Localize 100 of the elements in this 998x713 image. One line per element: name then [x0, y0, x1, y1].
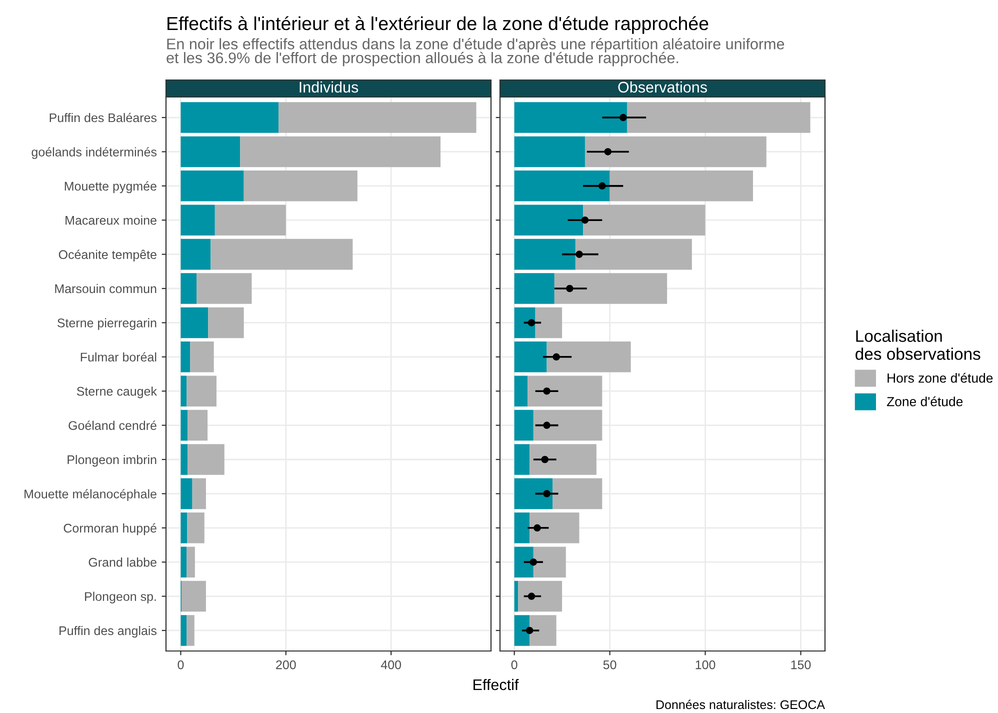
y-tick-label: Plongeon sp.	[85, 592, 156, 604]
y-tick-label: goélands indéterminés	[32, 147, 157, 159]
y-tick-label: Mouette pygmée	[64, 181, 156, 194]
y-tick-label: Fulmar boréal	[80, 352, 156, 362]
bar	[514, 204, 584, 236]
point	[604, 148, 612, 156]
x-tick-label: 0	[178, 660, 184, 670]
bar	[180, 342, 190, 372]
legend-label: Zone d'étude	[886, 396, 963, 406]
bar	[180, 204, 215, 236]
bar	[180, 478, 192, 510]
point	[543, 422, 550, 429]
bar	[514, 342, 547, 372]
bar	[514, 546, 534, 578]
bar	[180, 615, 187, 646]
point	[598, 182, 606, 190]
bar	[514, 102, 627, 133]
bar	[182, 580, 206, 612]
point	[543, 387, 550, 395]
bar	[546, 342, 631, 372]
y-tick-label: Puffin des anglais	[60, 626, 157, 638]
bar	[180, 546, 187, 578]
point	[534, 524, 541, 532]
chart-title: Observations	[618, 81, 707, 93]
point	[528, 592, 536, 600]
bar	[180, 307, 208, 338]
x-tick-label: 150	[791, 660, 811, 670]
bar	[180, 410, 188, 441]
bar	[180, 238, 211, 270]
bar	[514, 410, 534, 441]
x-tick-label: 200	[276, 660, 296, 670]
point	[552, 353, 560, 361]
bar	[187, 512, 204, 544]
bar	[180, 444, 188, 475]
bar	[530, 615, 556, 646]
bar	[180, 512, 188, 544]
point	[541, 456, 549, 464]
bar	[518, 580, 562, 612]
point	[576, 250, 583, 258]
text: Individus	[300, 81, 358, 93]
bar	[214, 204, 286, 236]
bar	[514, 478, 553, 510]
bar	[210, 238, 353, 270]
bar	[583, 204, 706, 236]
bar	[190, 342, 214, 372]
bar	[186, 546, 195, 578]
y-tick-label: Mouette mélanocéphale	[24, 489, 156, 501]
bar	[514, 136, 585, 168]
y-tick-label: Sterne caugek	[76, 386, 157, 398]
chart-title: Effectifs à l'intérieur et à l'extérieur de la zone d'étude rapprochée	[168, 16, 708, 34]
bar	[180, 136, 240, 168]
y-tick-label: Goéland cendré	[68, 420, 156, 430]
bar	[514, 273, 554, 304]
bar	[188, 410, 208, 441]
bar	[552, 478, 602, 510]
point	[526, 626, 534, 634]
text: Données naturalistes: GEOCA	[656, 700, 825, 710]
bar	[626, 102, 810, 133]
point	[530, 558, 538, 566]
y-tick-label: Puffin des Baléares	[50, 112, 157, 122]
bar	[180, 376, 187, 406]
bar	[180, 170, 244, 202]
x-axis-title: Effectif	[474, 678, 519, 690]
bar	[278, 102, 476, 133]
bar	[584, 136, 766, 168]
bar	[240, 136, 441, 168]
bar	[514, 512, 530, 544]
bar	[575, 238, 692, 270]
point	[528, 319, 536, 326]
point	[581, 216, 589, 224]
bar	[180, 102, 279, 133]
bar	[554, 273, 668, 304]
bar	[514, 170, 610, 202]
legend-label: Hors zone d'étude	[888, 372, 993, 383]
bar	[533, 410, 602, 441]
bar	[514, 238, 576, 270]
bar	[514, 444, 530, 475]
bar	[192, 478, 206, 510]
x-tick-label: 0	[511, 660, 518, 670]
bar	[188, 444, 224, 475]
bar	[186, 376, 216, 406]
y-tick-label: Cormoran huppé	[64, 523, 156, 536]
y-tick-label: Plongeon imbrin	[68, 454, 156, 467]
bar	[186, 615, 194, 646]
bar	[514, 615, 530, 646]
legend-title: Localisation des observations	[856, 330, 980, 360]
bar	[530, 512, 580, 544]
x-tick-label: 50	[603, 660, 616, 670]
bar	[530, 444, 596, 475]
point	[566, 284, 574, 292]
bar	[514, 307, 536, 338]
bar	[528, 376, 602, 406]
bar	[533, 546, 566, 578]
bar	[196, 273, 252, 304]
point	[543, 490, 550, 498]
y-tick-label: Grand labbe	[88, 558, 156, 567]
bar	[610, 170, 754, 202]
bar	[535, 307, 562, 338]
bar	[208, 307, 244, 338]
bar	[244, 170, 358, 202]
